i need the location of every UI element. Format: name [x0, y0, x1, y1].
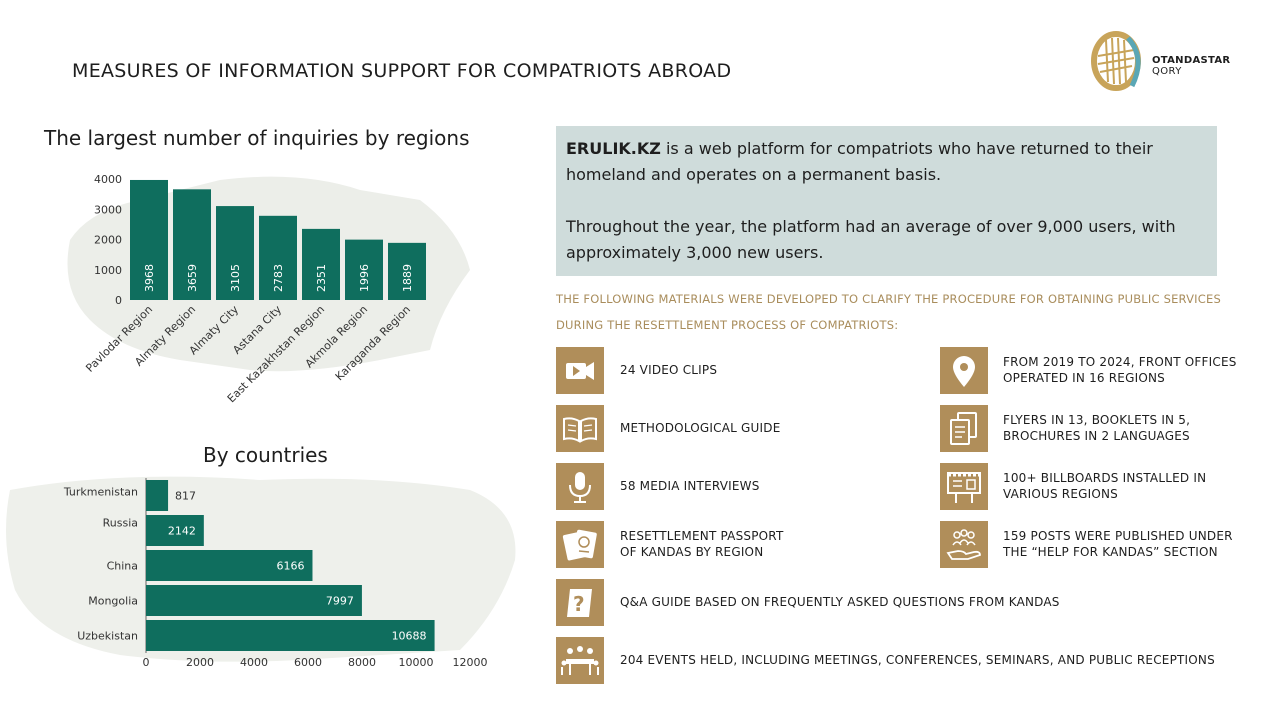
region-bar — [130, 179, 168, 300]
region-bar — [216, 206, 254, 300]
logo-line1: OTANDASTAR — [1152, 55, 1231, 66]
video-tile — [556, 347, 604, 394]
item-flyers: FLYERS IN 13, BOOKLETS IN 5, BROCHURES I… — [1003, 412, 1190, 444]
item-video-clips: 24 VIDEO CLIPS — [620, 363, 718, 377]
x-tick-label: 10000 — [399, 656, 434, 669]
country-bar — [146, 515, 204, 546]
events-tile — [556, 637, 604, 684]
billboard-icon — [947, 472, 981, 503]
flyers-tile — [940, 405, 988, 452]
region-bar — [345, 239, 383, 300]
item-flyers-line1: FLYERS IN 13, BOOKLETS IN 5, — [1003, 413, 1191, 427]
x-tick-label: 8000 — [348, 656, 376, 669]
country-bar — [146, 480, 169, 511]
region-bar — [259, 215, 297, 300]
item-posts-line1: 159 POSTS WERE PUBLISHED UNDER — [1003, 529, 1233, 543]
x-tick-label: 0 — [143, 656, 150, 669]
logo-text: OTANDASTAR QORY — [1152, 55, 1230, 77]
region-bar-value-label: 3968 — [143, 264, 156, 292]
item-billboards-line2: VARIOUS REGIONS — [1003, 487, 1118, 501]
item-billboards: 100+ BILLBOARDS INSTALLED IN VARIOUS REG… — [1003, 470, 1206, 502]
microphone-icon — [569, 472, 591, 503]
location-pin-icon — [953, 356, 975, 387]
region-bar-value-label: 2783 — [272, 264, 285, 292]
country-bar-value-label: 10688 — [392, 630, 427, 643]
item-billboards-line1: 100+ BILLBOARDS INSTALLED IN — [1003, 471, 1207, 485]
country-bar-value-label: 7997 — [326, 595, 354, 608]
country-bar — [146, 620, 435, 651]
documents-icon — [950, 412, 977, 445]
helping-hand-icon — [946, 529, 981, 560]
region-bar-value-label: 1996 — [358, 264, 371, 292]
passport-icon — [562, 529, 597, 561]
billboards-tile — [940, 463, 988, 510]
country-bar-value-label: 6166 — [276, 560, 304, 573]
materials-heading: THE FOLLOWING MATERIALS WERE DEVELOPED T… — [556, 292, 1221, 332]
item-posts-line2: THE “HELP FOR KANDAS” SECTION — [1003, 545, 1218, 559]
item-front-offices-line2: OPERATED IN 16 REGIONS — [1003, 371, 1165, 385]
video-camera-icon — [566, 362, 594, 380]
info-paragraph-1-text: is a web platform for compatriots who ha… — [566, 139, 1153, 184]
region-bar-value-label: 3105 — [229, 264, 242, 292]
item-resettlement-passport-line1: RESETTLEMENT PASSPORT — [620, 529, 784, 543]
item-flyers-line2: BROCHURES IN 2 LANGUAGES — [1003, 429, 1190, 443]
page-title: MEASURES OF INFORMATION SUPPORT FOR COMP… — [72, 60, 732, 82]
country-category-label: Russia — [103, 517, 138, 530]
country-category-label: China — [107, 560, 138, 573]
country-bar-value-label: 817 — [175, 490, 196, 503]
item-media-interviews: 58 MEDIA INTERVIEWS — [620, 479, 760, 493]
question-mark-glyph: ? — [573, 592, 585, 616]
region-bar-value-label: 1889 — [401, 264, 414, 292]
item-resettlement-passport-line2: OF KANDAS BY REGION — [620, 545, 764, 559]
x-tick-label: 2000 — [186, 656, 214, 669]
item-posts: 159 POSTS WERE PUBLISHED UNDER THE “HELP… — [1003, 528, 1233, 560]
item-qa-guide: Q&A GUIDE BASED ON FREQUENTLY ASKED QUES… — [620, 595, 1060, 609]
y-tick-label: 3000 — [94, 203, 122, 216]
y-tick-label: 2000 — [94, 234, 122, 247]
item-methodological-guide: METHODOLOGICAL GUIDE — [620, 421, 781, 435]
passport-tile — [556, 521, 604, 568]
item-events: 204 EVENTS HELD, INCLUDING MEETINGS, CON… — [620, 653, 1215, 667]
country-category-label: Uzbekistan — [77, 630, 138, 643]
region-bar — [173, 189, 211, 300]
item-front-offices-line1: FROM 2019 TO 2024, FRONT OFFICES — [1003, 355, 1237, 369]
logo-line2: QORY — [1152, 66, 1182, 77]
y-tick-label: 0 — [115, 294, 122, 307]
logo-mark-icon — [1091, 31, 1141, 91]
item-front-offices: FROM 2019 TO 2024, FRONT OFFICES OPERATE… — [1003, 354, 1237, 386]
region-bar-value-label: 3659 — [186, 264, 199, 292]
x-tick-label: 6000 — [294, 656, 322, 669]
y-tick-label: 1000 — [94, 264, 122, 277]
interviews-tile — [556, 463, 604, 510]
region-bar — [388, 242, 426, 300]
country-bar — [146, 550, 313, 581]
region-bar-value-label: 2351 — [315, 264, 328, 292]
country-category-label: Mongolia — [88, 595, 138, 608]
guide-tile — [556, 405, 604, 452]
brand-name: ERULIK.KZ — [566, 139, 661, 158]
erulik-info-box: ERULIK.KZ is a web platform for compatri… — [556, 126, 1217, 276]
countries-bar-chart: 0 2000 4000 6000 8000 10000 12000 817 Turkmenis… — [6, 476, 516, 669]
book-icon — [563, 417, 597, 443]
country-bar — [146, 585, 362, 616]
regions-chart-title: The largest number of inquiries by regio… — [44, 126, 470, 150]
question-book-icon: ? — [567, 589, 592, 617]
qa-guide-tile: ? — [556, 579, 604, 626]
x-tick-label: 4000 — [240, 656, 268, 669]
x-tick-label: 12000 — [453, 656, 488, 669]
info-paragraph-1: ERULIK.KZ is a web platform for compatri… — [566, 136, 1207, 188]
meeting-table-icon — [561, 646, 599, 675]
countries-chart-title: By countries — [203, 443, 328, 467]
front-offices-tile — [940, 347, 988, 394]
y-tick-label: 4000 — [94, 173, 122, 186]
info-paragraph-2: Throughout the year, the platform had an… — [566, 217, 1176, 262]
country-category-label: Turkmenistan — [63, 486, 138, 499]
country-bar-value-label: 2142 — [168, 525, 196, 538]
item-resettlement-passport: RESETTLEMENT PASSPORT OF KANDAS BY REGIO… — [620, 528, 783, 560]
region-bar — [302, 228, 340, 300]
posts-tile — [940, 521, 988, 568]
